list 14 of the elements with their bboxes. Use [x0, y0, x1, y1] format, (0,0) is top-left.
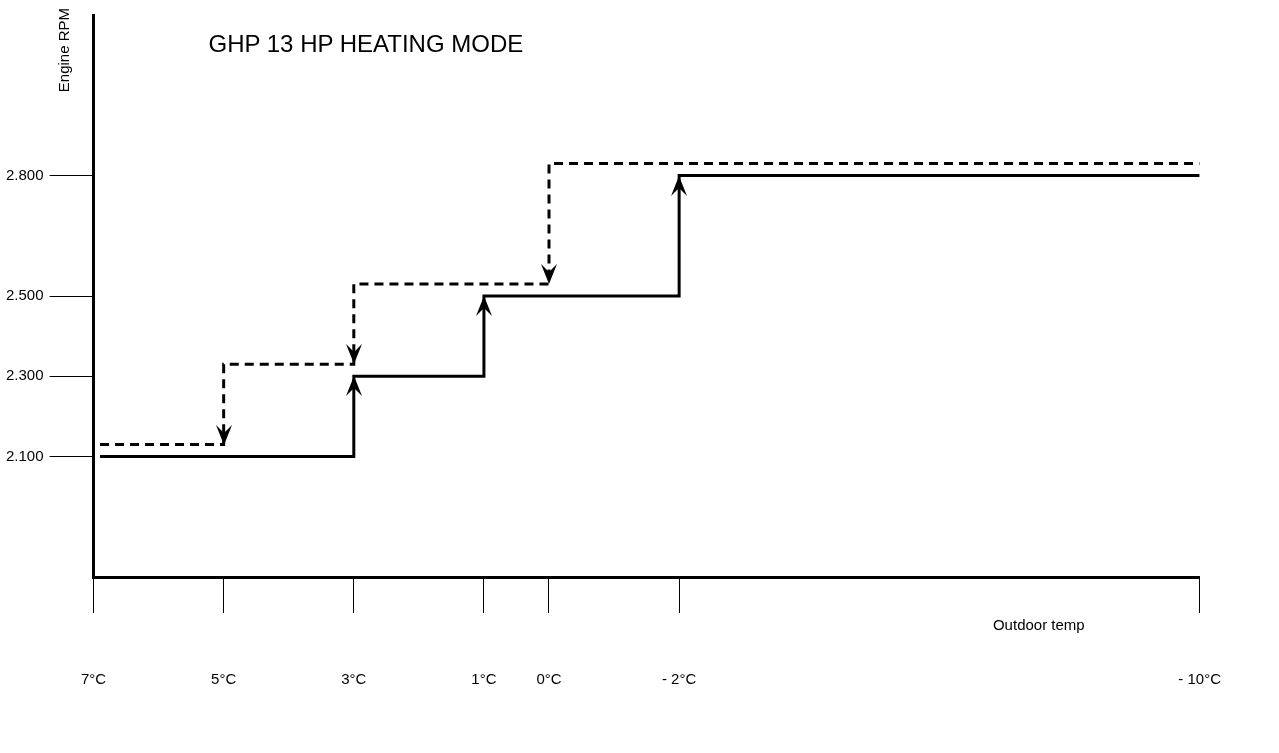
- text: GHP 13 HP HEATING MODE: [208, 30, 524, 57]
- x-tick-label: 1°C: [471, 670, 497, 688]
- y-tick-label: 2.500: [5, 286, 44, 304]
- x-axis-title: Outdoor temp: [992, 616, 1085, 633]
- y-tick-label: 2.300: [5, 366, 44, 384]
- y-tick-label: 2.100: [5, 446, 44, 464]
- x-tick-label: - 2°C: [661, 670, 697, 688]
- x-tick-label: 7°C: [80, 670, 107, 688]
- y-axis-title: Engine RPM: [54, 8, 72, 93]
- y-tick-label: 2.800: [5, 165, 44, 183]
- x-tick-label: 0°C: [536, 670, 562, 688]
- x-tick-label: 5°C: [211, 670, 237, 688]
- x-tick-label: 3°C: [341, 670, 367, 688]
- x-tick-label: - 10°C: [1178, 670, 1222, 688]
